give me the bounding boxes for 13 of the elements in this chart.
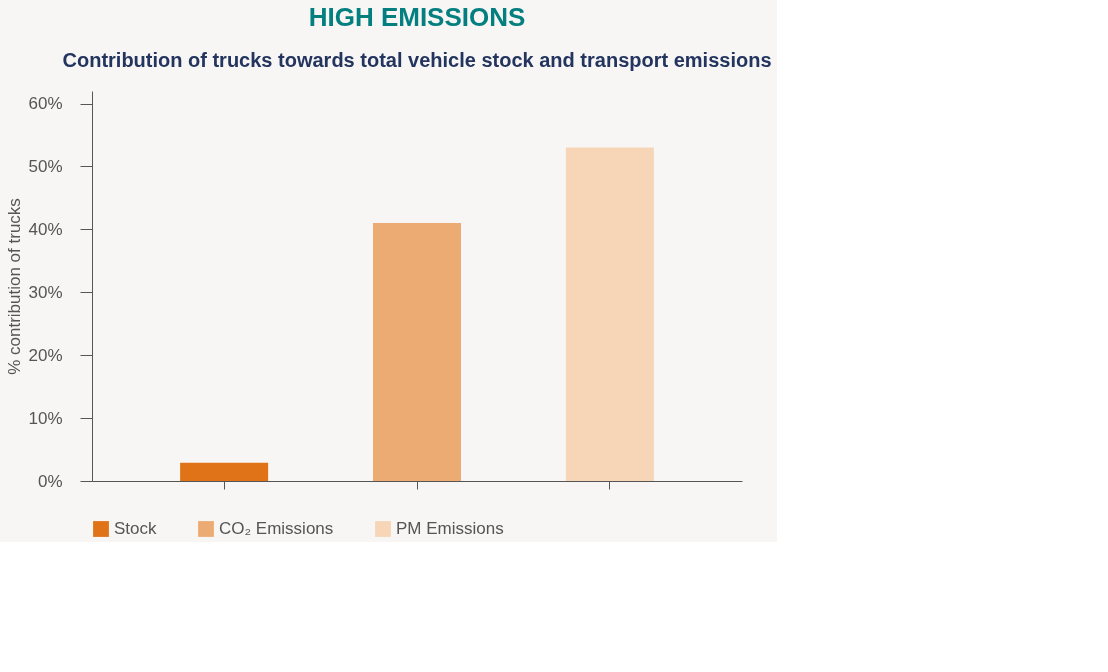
y-tick-label: 50% <box>28 156 63 176</box>
legend-label: Stock <box>114 519 158 538</box>
legend-label: PM Emissions <box>396 519 504 538</box>
y-tick-label: 40% <box>28 219 63 239</box>
y-tick-label: 0% <box>37 471 63 491</box>
y-tick-label: 60% <box>28 94 63 114</box>
y-axis-title: % contribution of trucks <box>5 198 25 375</box>
chart-subtitle: Contribution of trucks towards total vehicle stock and transport emissions <box>62 49 772 71</box>
chart-title: HIGH EMISSIONS <box>308 2 526 32</box>
legend-label: CO₂ Emissions <box>219 519 334 538</box>
y-tick-label: 30% <box>28 282 63 302</box>
y-tick-label: 10% <box>28 408 63 428</box>
y-tick-label: 20% <box>28 345 63 365</box>
